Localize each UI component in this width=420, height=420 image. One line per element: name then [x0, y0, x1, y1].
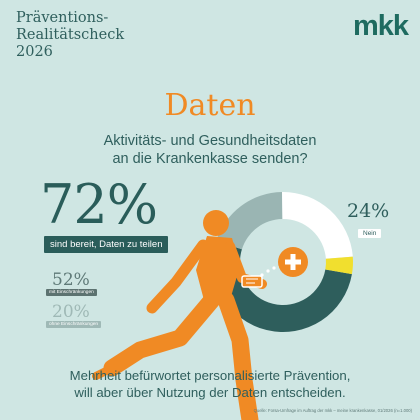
footer-summary: Mehrheit befürwortet personalisierte Prä… [0, 368, 420, 401]
pie-slice-with-restrictions [213, 241, 352, 332]
data-stream-dots [260, 264, 282, 277]
stat-without-restrictions-value: 20% [52, 302, 90, 322]
pie-slice-without-restrictions [216, 192, 283, 250]
source-note: Quelle: Forsa-Umfrage im Auftrag der mkk… [253, 408, 412, 413]
stat-no-value: 24% [347, 200, 390, 222]
pie-slice-other [325, 256, 353, 275]
stat-with-restrictions-label: mit Einschränkungen [46, 289, 97, 296]
header-title-line: Realitätscheck [16, 27, 125, 44]
footer-line: Mehrheit befürwortet personalisierte Prä… [69, 368, 351, 383]
stat-yes-value: 72% [40, 173, 158, 236]
footer-line: will aber über Nutzung der Daten entsche… [74, 384, 346, 400]
question: Aktivitäts- und Gesundheitsdaten an die … [0, 132, 420, 168]
header-title-line: Präventions- [16, 10, 109, 26]
header-title: Präventions- Realitätscheck 2026 [16, 10, 156, 61]
pie-slice-no [282, 192, 353, 259]
section-title: Daten [164, 88, 256, 123]
logo: mkk [352, 10, 409, 42]
donut-chart [213, 192, 353, 332]
stat-no-label: Nein [358, 229, 382, 238]
header-title-line: 2026 [16, 44, 53, 61]
question-line: Aktivitäts- und Gesundheitsdaten [103, 133, 317, 149]
stat-with-restrictions-value: 52% [52, 270, 90, 290]
plus-circle-icon [278, 247, 308, 277]
smartwatch-icon [241, 275, 263, 288]
question-line: an die Krankenkasse senden? [112, 151, 308, 168]
stat-without-restrictions-label: ohne Einschränkungen [46, 321, 102, 328]
stat-yes-label: sind bereit, Daten zu teilen [44, 236, 169, 253]
